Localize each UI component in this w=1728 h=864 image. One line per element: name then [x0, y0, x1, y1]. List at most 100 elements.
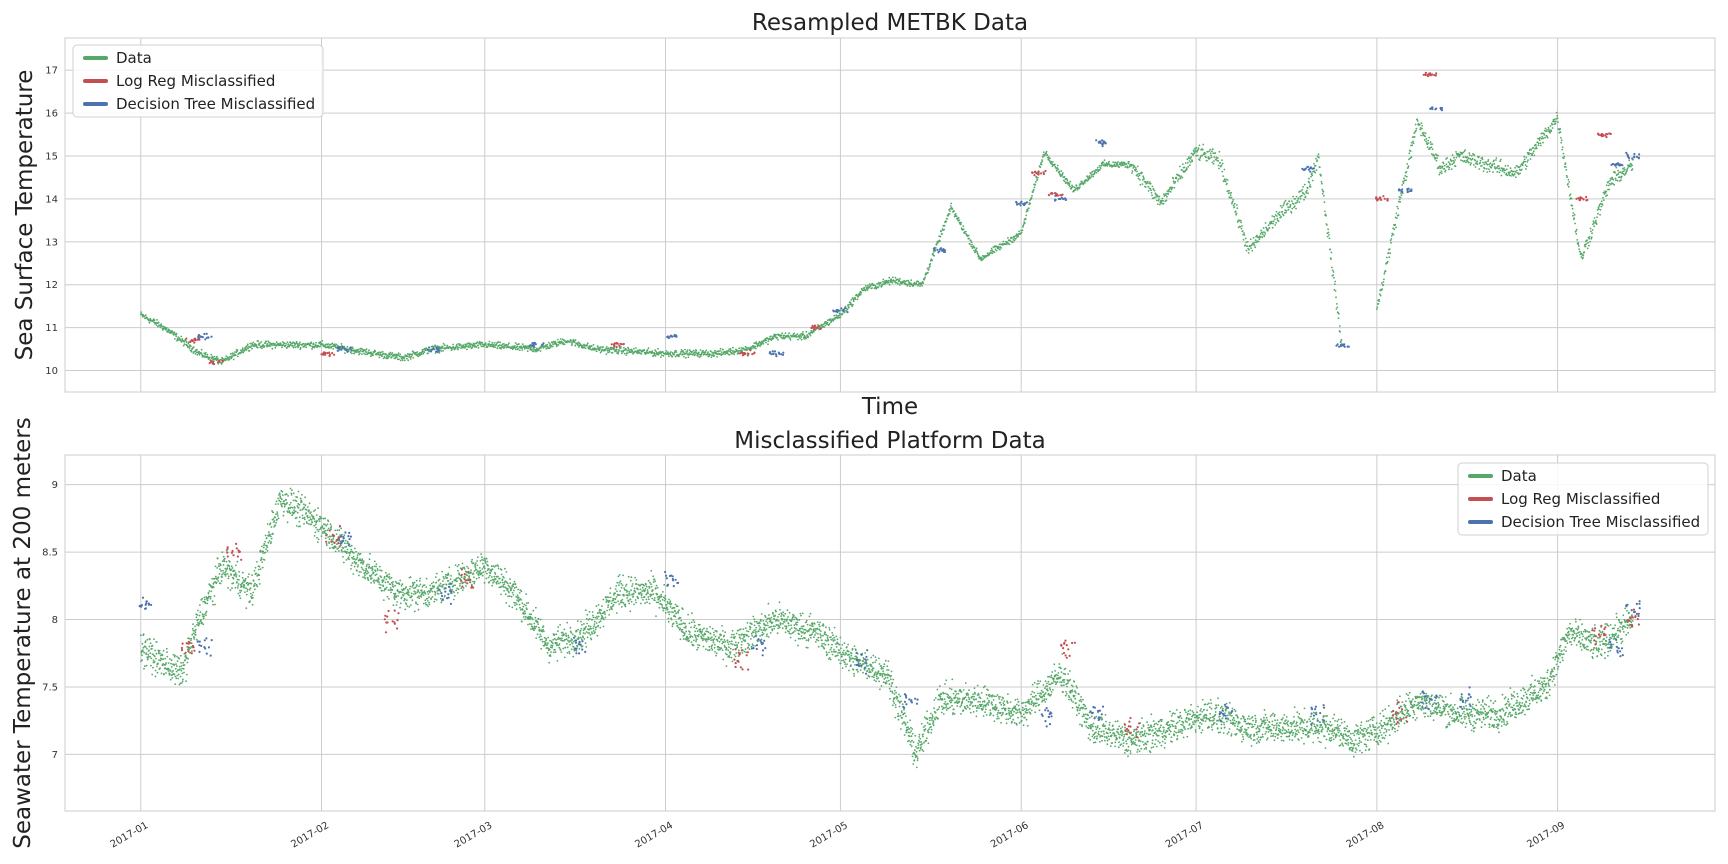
data-point — [236, 355, 239, 358]
data-point — [503, 343, 505, 345]
data-point — [1411, 144, 1414, 147]
data-point — [291, 506, 294, 509]
data-point — [1271, 215, 1274, 217]
data-point — [732, 352, 735, 354]
data-point — [846, 308, 849, 311]
data-point — [729, 348, 732, 350]
data-point — [1395, 217, 1398, 220]
data-point — [394, 592, 397, 595]
data-point — [1326, 224, 1328, 226]
data-point — [1590, 237, 1593, 240]
data-point — [1251, 243, 1253, 246]
data-point — [907, 283, 909, 286]
data-point — [1276, 215, 1278, 217]
data-point — [617, 352, 619, 355]
data-point — [1253, 241, 1256, 244]
data-point — [1154, 196, 1156, 199]
misclassified-point — [741, 351, 744, 354]
data-point — [837, 314, 840, 317]
data-point — [1216, 157, 1219, 160]
data-point — [298, 344, 300, 347]
data-point — [174, 667, 177, 670]
data-point — [963, 232, 966, 235]
data-point — [293, 344, 296, 347]
data-point — [1413, 136, 1416, 138]
misclassified-point — [205, 332, 208, 335]
data-point — [1338, 312, 1340, 315]
data-point — [1481, 158, 1484, 161]
data-point — [1234, 210, 1237, 213]
data-point — [314, 523, 317, 526]
data-point — [707, 351, 709, 354]
data-point — [654, 355, 657, 357]
data-point — [515, 348, 517, 351]
data-point — [141, 313, 143, 315]
data-point — [1209, 148, 1212, 151]
data-point — [380, 569, 383, 572]
data-point — [345, 539, 347, 542]
data-point — [334, 546, 337, 548]
data-point — [830, 321, 833, 323]
data-point — [1329, 248, 1332, 251]
data-point — [1090, 173, 1092, 175]
data-point — [1021, 229, 1024, 232]
data-point — [244, 591, 246, 593]
data-point — [574, 339, 577, 341]
data-point — [1241, 225, 1243, 227]
data-point — [852, 300, 855, 303]
data-point — [365, 568, 368, 571]
data-point — [1006, 241, 1009, 244]
data-point — [1542, 141, 1544, 144]
data-point — [1503, 171, 1506, 174]
data-point — [1138, 172, 1140, 175]
data-point — [797, 338, 799, 341]
data-point — [252, 341, 255, 344]
data-point — [320, 535, 323, 537]
data-point — [406, 599, 408, 601]
data-point — [1229, 194, 1232, 197]
data-point — [607, 347, 610, 350]
data-point — [1464, 149, 1466, 152]
misclassified-point — [1626, 153, 1629, 156]
data-point — [1156, 203, 1159, 206]
data-point — [1252, 242, 1254, 245]
data-point — [140, 311, 143, 313]
data-point — [998, 243, 1001, 246]
data-point — [555, 345, 558, 348]
data-point — [291, 514, 293, 517]
data-point — [352, 555, 355, 558]
data-point — [303, 516, 306, 519]
data-point — [235, 575, 238, 578]
data-point — [1469, 164, 1472, 166]
misclassified-point — [1397, 189, 1401, 192]
data-point — [1139, 179, 1141, 181]
data-point — [1524, 164, 1527, 166]
data-point — [216, 567, 219, 569]
data-point — [213, 355, 216, 358]
data-point — [1539, 142, 1542, 145]
data-point — [488, 340, 491, 343]
data-point — [929, 265, 931, 268]
data-point — [1258, 238, 1261, 241]
data-point — [298, 343, 301, 345]
data-point — [1618, 171, 1621, 174]
data-point — [272, 532, 274, 535]
y-tick-label: 16 — [45, 109, 58, 120]
data-point — [227, 577, 230, 580]
data-point — [1181, 163, 1184, 166]
data-point — [835, 315, 838, 317]
data-point — [970, 241, 973, 244]
data-point — [258, 583, 261, 585]
data-point — [1274, 214, 1277, 216]
data-point — [1524, 160, 1526, 163]
data-point — [335, 533, 338, 535]
data-point — [411, 353, 414, 356]
data-point — [353, 552, 355, 554]
misclassified-point — [328, 354, 331, 358]
data-point — [306, 522, 308, 524]
data-point — [559, 338, 562, 340]
data-point — [1330, 251, 1333, 254]
data-point — [496, 347, 499, 350]
data-point — [423, 351, 426, 353]
